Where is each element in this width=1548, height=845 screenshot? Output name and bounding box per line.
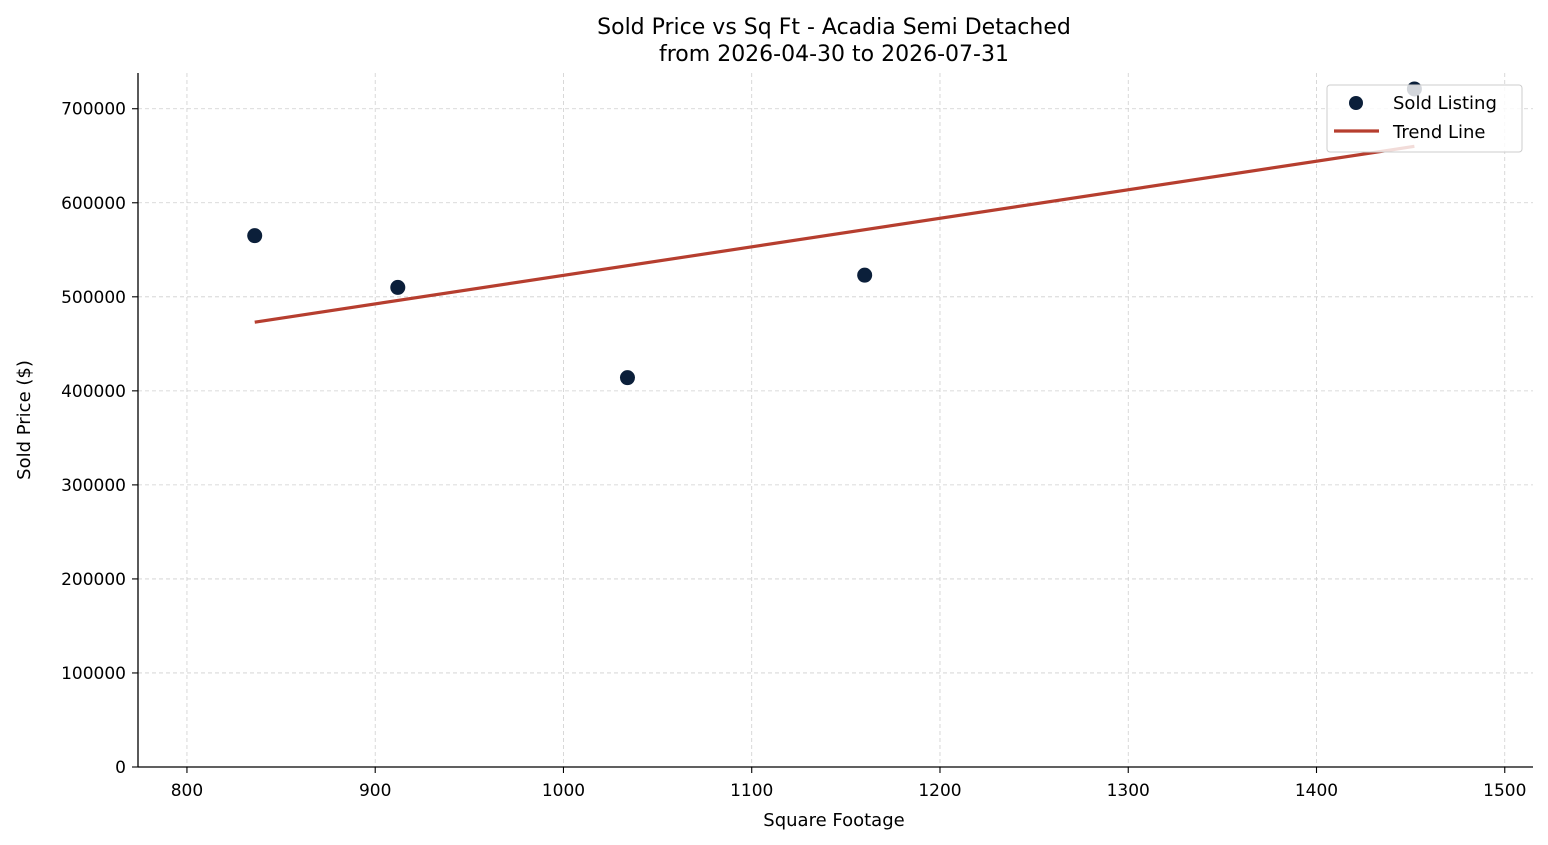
- y-tick-label: 500000: [61, 288, 126, 308]
- x-tick-label: 1000: [542, 781, 585, 801]
- scatter-point: [857, 267, 873, 283]
- scatter-point: [619, 370, 635, 386]
- y-tick-label: 700000: [61, 100, 126, 120]
- legend-label-trend-line: Trend Line: [1392, 122, 1486, 143]
- y-tick-label: 0: [115, 758, 126, 778]
- x-tick-label: 1100: [730, 781, 773, 801]
- x-axis-label: Square Footage: [763, 810, 904, 831]
- y-axis-label: Sold Price ($): [14, 360, 35, 480]
- x-tick-label: 900: [359, 781, 391, 801]
- chart-title-group: Sold Price vs Sq Ft - Acadia Semi Detach…: [597, 15, 1071, 67]
- grid: [138, 73, 1533, 767]
- y-tick-label: 200000: [61, 570, 126, 590]
- x-tick-label: 1200: [918, 781, 961, 801]
- y-axis-ticks: 0 100000 200000 300000 400000 500000 600000 700…: [61, 100, 138, 778]
- x-tick-label: 1300: [1107, 781, 1150, 801]
- trend-line-layer: [254, 144, 1415, 324]
- chart-title: Sold Price vs Sq Ft - Acadia Semi Detach…: [597, 15, 1071, 40]
- scatter-point: [390, 279, 406, 295]
- chart-subtitle: from 2026-04-30 to 2026-07-31: [659, 42, 1009, 67]
- legend-label-sold-listing: Sold Listing: [1393, 93, 1497, 114]
- axes: [137, 73, 1533, 768]
- y-tick-label: 300000: [61, 476, 126, 496]
- trend-line: [254, 144, 1415, 324]
- legend-box: [1326, 84, 1523, 153]
- scatter-point: [247, 228, 263, 244]
- legend: Sold Listing Trend Line: [1326, 84, 1523, 153]
- x-tick-label: 1500: [1483, 781, 1526, 801]
- y-tick-label: 400000: [61, 382, 126, 402]
- x-axis-ticks: 800 900 1000 1100 1200 1300 1400 1500: [171, 767, 1526, 801]
- x-tick-label: 800: [171, 781, 203, 801]
- x-tick-label: 1400: [1295, 781, 1338, 801]
- y-tick-label: 100000: [61, 664, 126, 684]
- y-tick-label: 600000: [61, 194, 126, 214]
- legend-marker-sold-listing: [1349, 96, 1363, 110]
